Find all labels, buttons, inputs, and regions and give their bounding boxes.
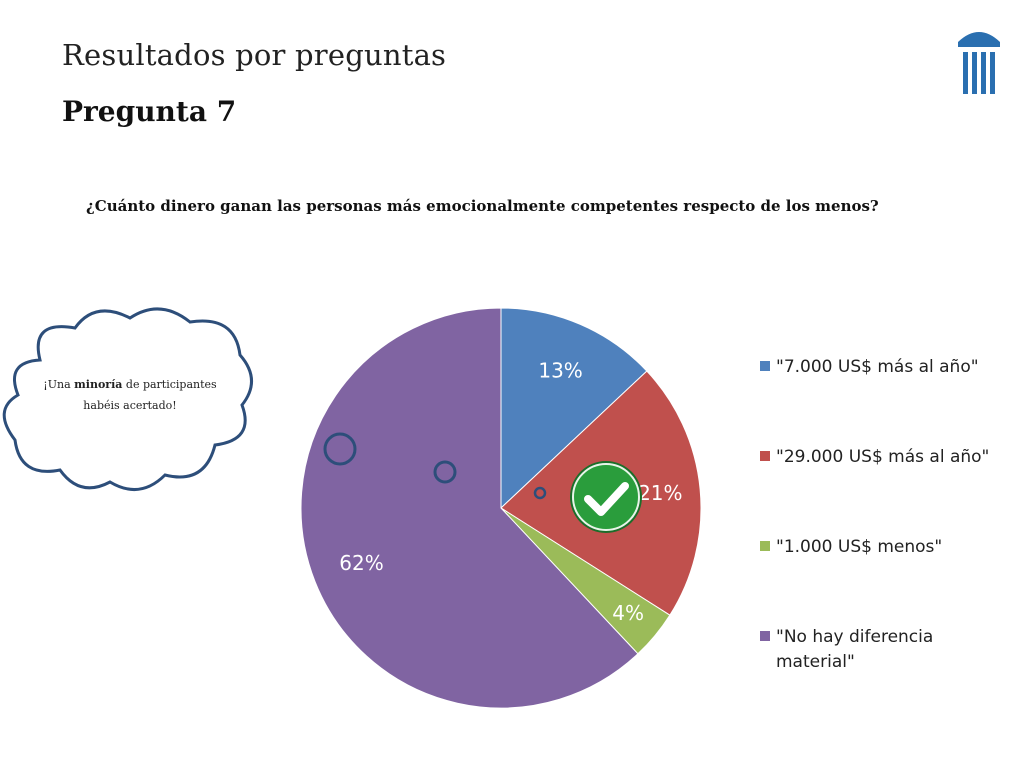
legend-item-4: "No hay diferencia material" (760, 625, 996, 675)
decor-circle-medium (433, 460, 457, 484)
callout-cloud (2, 307, 253, 492)
legend-item-3: "1.000 US$ menos" (760, 535, 996, 560)
legend-label: "7.000 US$ más al año" (776, 357, 979, 377)
pie-label-2: 21% (638, 481, 682, 505)
pie-slices (300, 307, 702, 709)
legend-swatch (760, 541, 770, 551)
legend-label: "29.000 US$ más al año" (776, 447, 990, 467)
legend-label: "No hay diferencia material" (776, 627, 934, 672)
pie-label-1: 13% (538, 358, 582, 382)
pie-slice-1 (500, 307, 648, 510)
pie-label-4: 62% (339, 551, 383, 575)
columns-building-logo (958, 32, 1000, 94)
callout-text: ¡Una minoría de participantes habéis ace… (43, 378, 217, 412)
legend-label: "1.000 US$ menos" (776, 537, 943, 557)
question-text: ¿Cuánto dinero ganan las personas más em… (86, 197, 879, 215)
pie-slice-4 (300, 307, 639, 709)
checkmark-badge-icon (570, 461, 642, 533)
slide-title: Resultados por preguntas (62, 38, 447, 72)
decor-circle-small (533, 486, 547, 500)
pie-value-labels: 13% 21% 4% 62% (339, 358, 682, 625)
legend-swatch (760, 361, 770, 371)
chart-decorations (323, 432, 547, 500)
legend-swatch (760, 451, 770, 461)
decor-circle-large (323, 432, 357, 466)
legend-item-2: "29.000 US$ más al año" (760, 445, 996, 470)
legend-swatch (760, 631, 770, 641)
slide-subtitle: Pregunta 7 (62, 95, 237, 128)
legend-item-1: "7.000 US$ más al año" (760, 355, 996, 380)
callout-emphasis: minoría (74, 378, 123, 391)
pie-label-3: 4% (612, 601, 644, 625)
